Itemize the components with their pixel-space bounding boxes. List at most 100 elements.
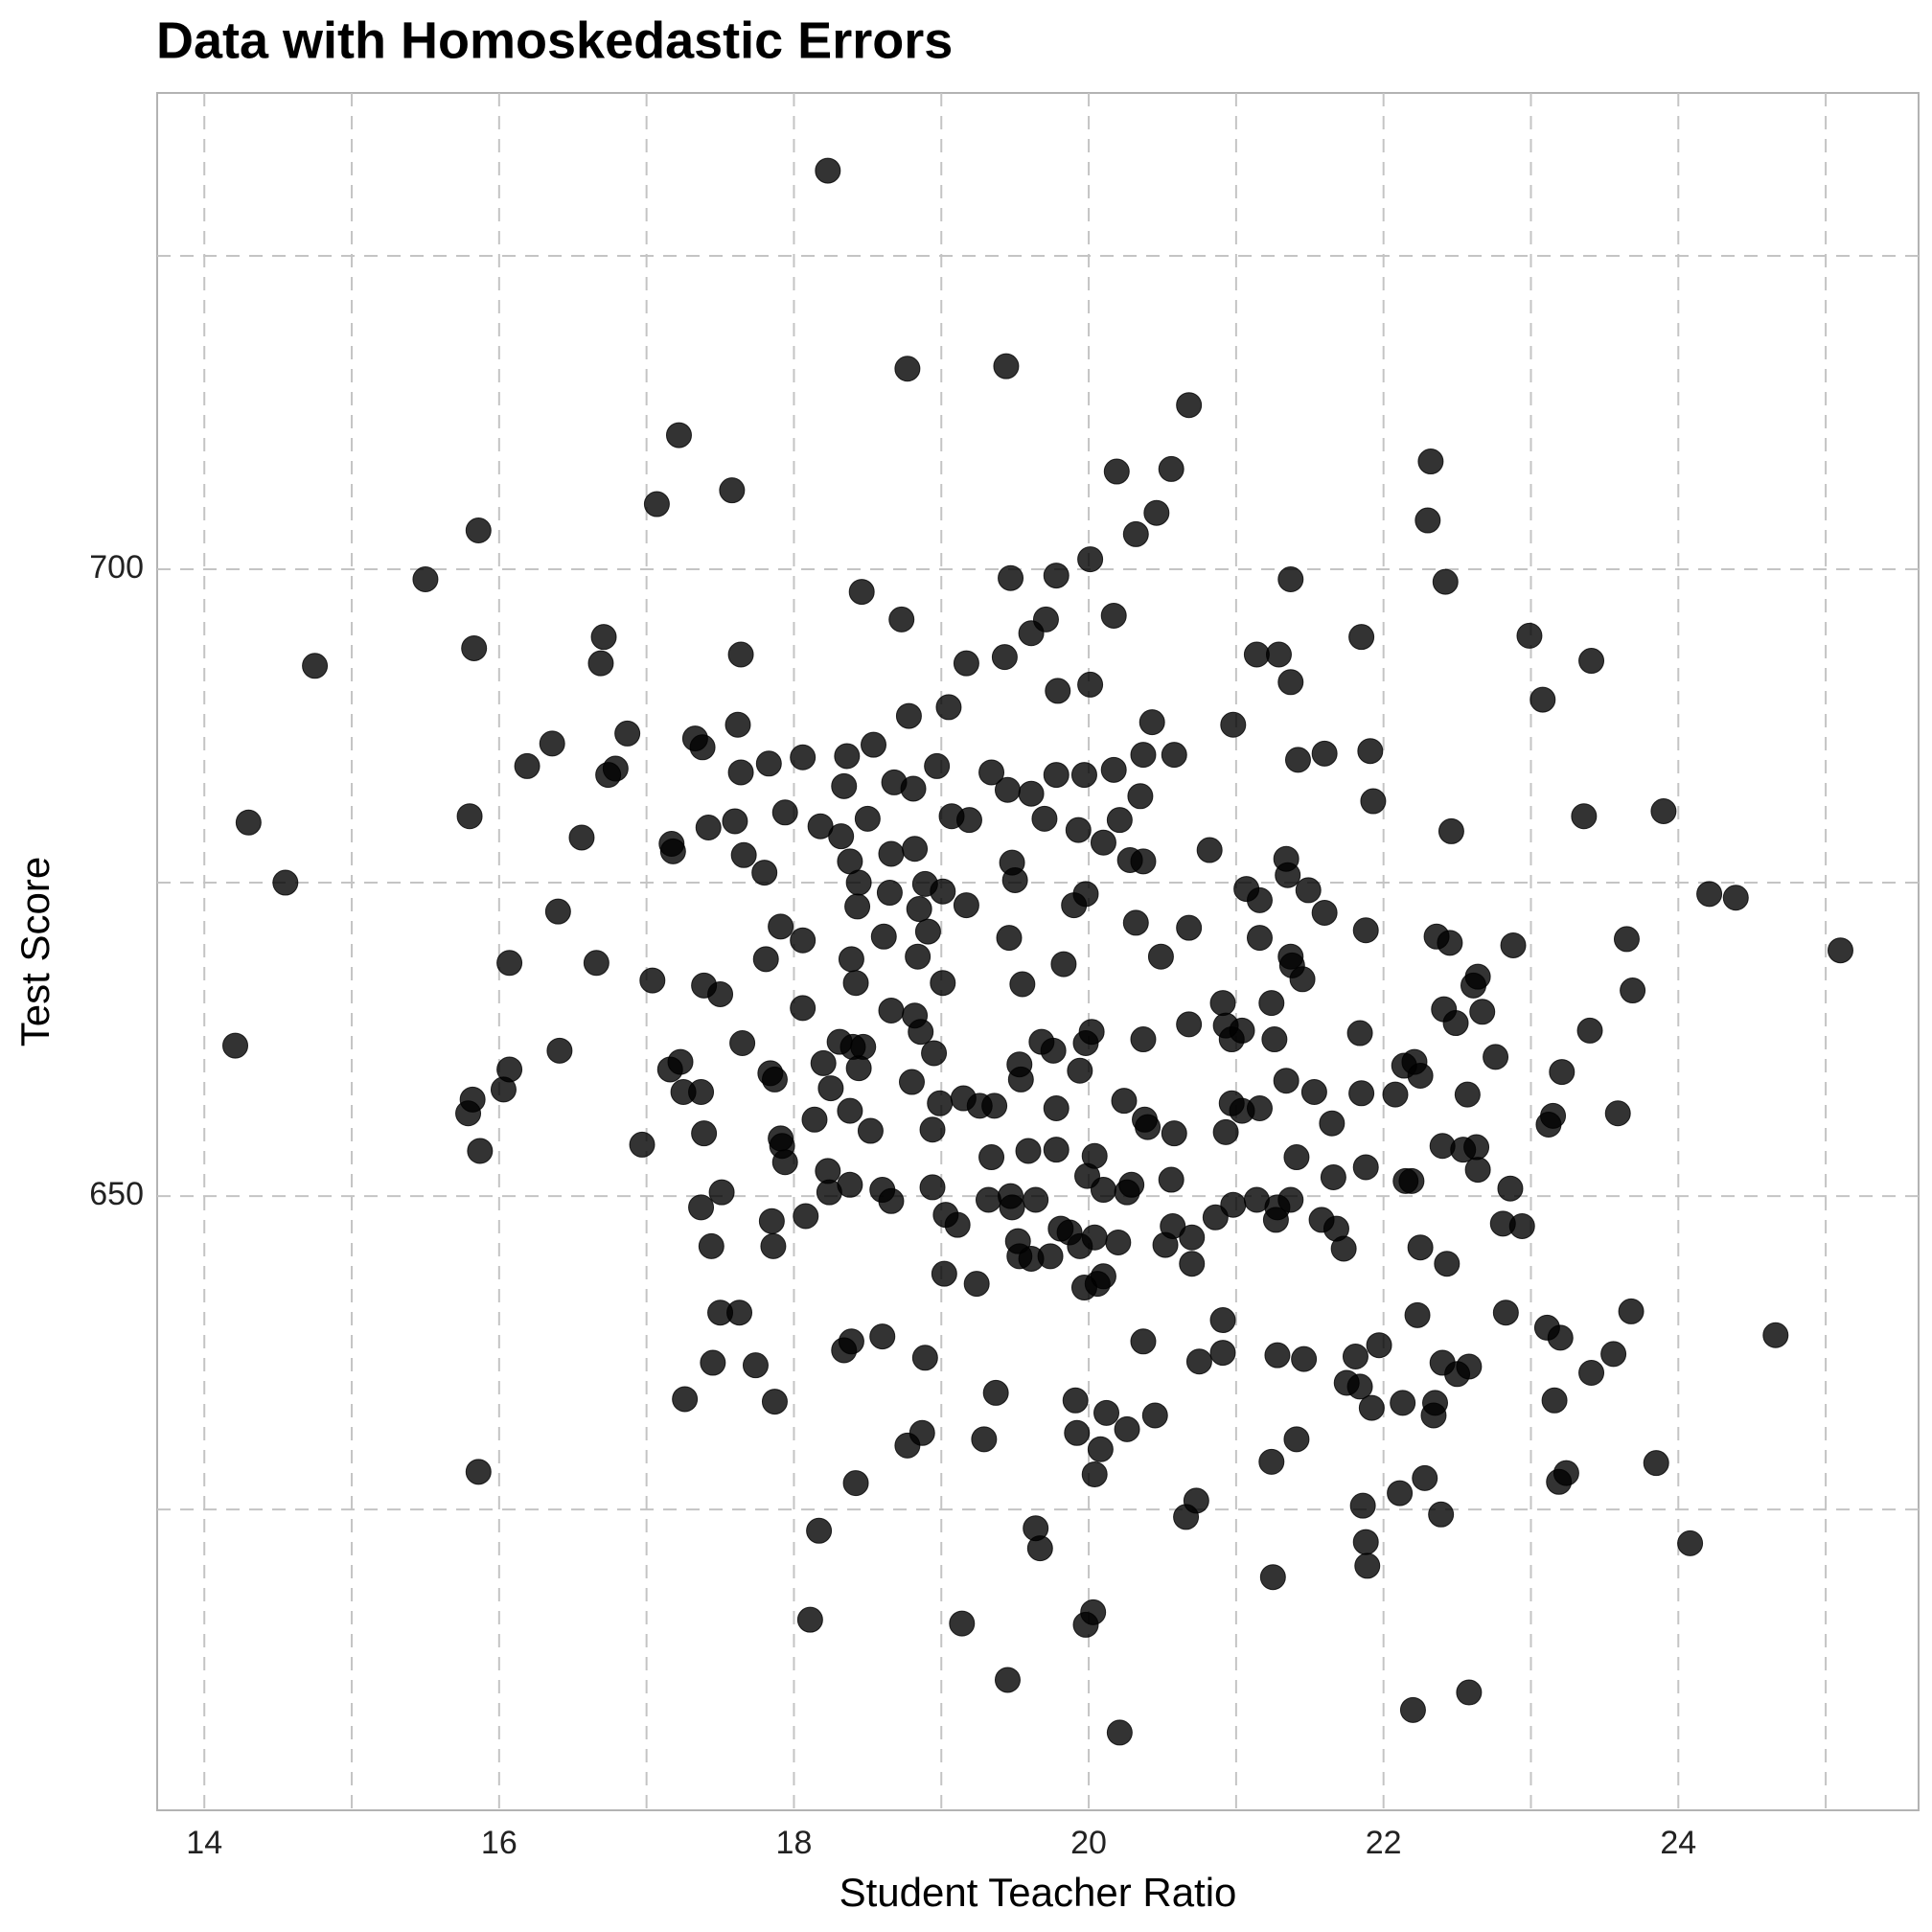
point (1722, 885, 1749, 911)
point (978, 759, 1005, 786)
point (465, 518, 492, 544)
point (727, 641, 754, 668)
point (845, 869, 872, 896)
point (1428, 1501, 1455, 1528)
point (1438, 817, 1464, 844)
point (1360, 788, 1387, 815)
point (222, 1032, 249, 1059)
point (1437, 930, 1463, 956)
point (455, 1100, 482, 1127)
point (496, 950, 523, 977)
point (1212, 1118, 1239, 1145)
point (467, 1138, 494, 1164)
point (1277, 566, 1304, 593)
point (935, 694, 962, 721)
point (1179, 1224, 1206, 1251)
point (1289, 966, 1316, 993)
point (1387, 1480, 1414, 1506)
point (639, 967, 666, 994)
point (1277, 669, 1304, 696)
point (1007, 1066, 1034, 1092)
point (1420, 1402, 1447, 1429)
point (1138, 709, 1165, 736)
point (1311, 899, 1338, 926)
point (999, 1194, 1025, 1221)
point (1300, 1078, 1327, 1105)
point (1185, 1348, 1212, 1375)
point (906, 896, 932, 923)
point (302, 653, 329, 679)
point (876, 880, 903, 907)
point (1399, 1696, 1426, 1723)
point (1130, 742, 1157, 769)
point (1122, 520, 1149, 547)
point (1209, 1307, 1236, 1334)
point (1135, 1114, 1162, 1140)
point (1043, 563, 1070, 589)
point (698, 1232, 724, 1259)
point (1043, 762, 1070, 789)
point (729, 1029, 756, 1056)
point (996, 925, 1023, 952)
point (1202, 1204, 1229, 1230)
point (1001, 866, 1028, 893)
point (921, 1040, 948, 1067)
point (1464, 1157, 1491, 1184)
point (1246, 1095, 1273, 1122)
point (1077, 671, 1104, 698)
point (1417, 448, 1444, 475)
point (1173, 1504, 1200, 1530)
point (963, 1271, 990, 1298)
point (1677, 1530, 1704, 1556)
point (842, 970, 869, 997)
point (898, 1069, 925, 1095)
point (514, 752, 540, 779)
point (817, 1075, 844, 1102)
point (837, 1171, 863, 1198)
point (1516, 622, 1543, 649)
x-tick-label: 20 (1070, 1825, 1107, 1861)
point (975, 1186, 1001, 1213)
point (1147, 943, 1174, 970)
point (1613, 926, 1640, 953)
point (1258, 1448, 1285, 1475)
point (1122, 909, 1149, 936)
point (1320, 1163, 1346, 1190)
point (1090, 829, 1116, 856)
point (1064, 1419, 1091, 1446)
point (1261, 1026, 1288, 1053)
point (689, 734, 716, 761)
point (1330, 1235, 1357, 1262)
point (456, 803, 483, 830)
point (1130, 848, 1157, 875)
point (1650, 798, 1677, 825)
point (978, 1144, 1005, 1171)
point (930, 878, 956, 905)
point (1696, 881, 1723, 908)
point (1065, 816, 1092, 843)
point (1105, 1229, 1132, 1255)
point (842, 1470, 869, 1497)
point (688, 1078, 715, 1105)
point (870, 923, 897, 950)
point (1141, 1402, 1168, 1429)
point (1264, 1342, 1291, 1368)
point (544, 898, 571, 925)
point (955, 807, 982, 834)
point (1077, 546, 1104, 573)
point (587, 650, 614, 677)
point (1031, 805, 1058, 832)
point (837, 1097, 863, 1124)
point (993, 353, 1020, 380)
point (1273, 1068, 1300, 1094)
point (724, 711, 751, 738)
point (583, 950, 610, 977)
point (1352, 1529, 1379, 1555)
point (1497, 1175, 1524, 1202)
point (1412, 1464, 1438, 1491)
point (1295, 877, 1322, 904)
point (1179, 1251, 1206, 1277)
point (751, 860, 778, 886)
point (793, 1203, 819, 1230)
point (810, 1049, 837, 1076)
